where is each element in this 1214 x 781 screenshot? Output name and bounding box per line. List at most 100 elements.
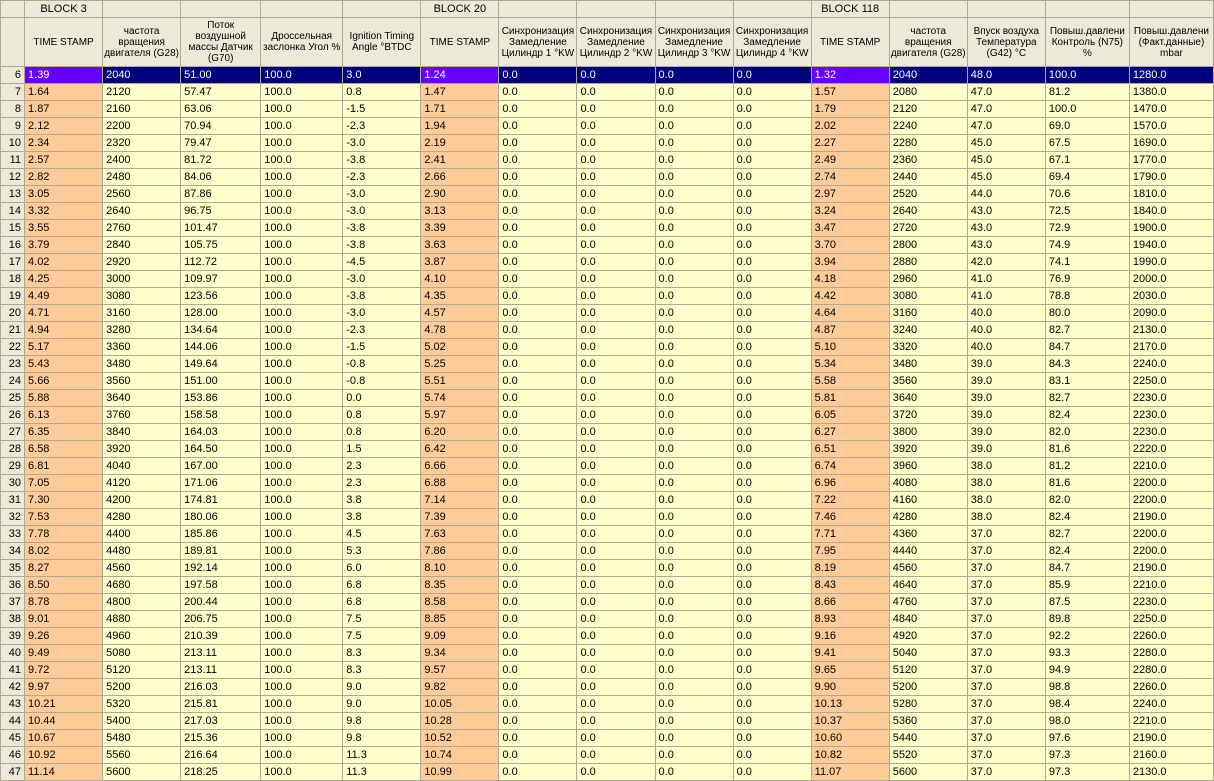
value-cell[interactable]: 3360 — [103, 339, 181, 356]
value-cell[interactable]: 0.0 — [733, 373, 811, 390]
value-cell[interactable]: 9.0 — [343, 696, 421, 713]
value-cell[interactable]: 4480 — [103, 543, 181, 560]
table-row[interactable]: 399.264960210.39100.07.59.090.00.00.00.0… — [1, 628, 1214, 645]
table-row[interactable]: 389.014880206.75100.07.58.850.00.00.00.0… — [1, 611, 1214, 628]
row-number[interactable]: 44 — [1, 713, 25, 730]
value-cell[interactable]: 3080 — [889, 288, 967, 305]
value-cell[interactable]: -2.3 — [343, 118, 421, 135]
row-number[interactable]: 22 — [1, 339, 25, 356]
row-number[interactable]: 31 — [1, 492, 25, 509]
value-cell[interactable]: 167.00 — [181, 458, 261, 475]
value-cell[interactable]: 213.11 — [181, 645, 261, 662]
value-cell[interactable]: 215.36 — [181, 730, 261, 747]
value-cell[interactable]: 0.0 — [733, 611, 811, 628]
timestamp-cell[interactable]: 4.02 — [25, 254, 103, 271]
value-cell[interactable]: 100.0 — [261, 458, 343, 475]
value-cell[interactable]: 2440 — [889, 169, 967, 186]
value-cell[interactable]: 2030.0 — [1129, 288, 1213, 305]
value-cell[interactable]: 2210.0 — [1129, 577, 1213, 594]
table-row[interactable]: 153.552760101.47100.0-3.83.390.00.00.00.… — [1, 220, 1214, 237]
value-cell[interactable]: 47.0 — [967, 101, 1045, 118]
value-cell[interactable]: 11.3 — [343, 764, 421, 781]
timestamp-cell[interactable]: 7.05 — [25, 475, 103, 492]
value-cell[interactable]: 0.0 — [655, 356, 733, 373]
value-cell[interactable]: 0.0 — [499, 764, 577, 781]
value-cell[interactable]: 2240.0 — [1129, 356, 1213, 373]
timestamp-cell[interactable]: 8.50 — [25, 577, 103, 594]
value-cell[interactable]: 105.75 — [181, 237, 261, 254]
value-cell[interactable]: 0.0 — [499, 169, 577, 186]
timestamp-cell[interactable]: 5.74 — [421, 390, 499, 407]
timestamp-cell[interactable]: 9.01 — [25, 611, 103, 628]
value-cell[interactable]: 100.0 — [261, 696, 343, 713]
value-cell[interactable]: 2230.0 — [1129, 390, 1213, 407]
value-cell[interactable]: 3080 — [103, 288, 181, 305]
value-cell[interactable]: 100.0 — [261, 713, 343, 730]
value-cell[interactable]: 0.0 — [577, 356, 655, 373]
value-cell[interactable]: 37.0 — [967, 730, 1045, 747]
value-cell[interactable]: 7.5 — [343, 628, 421, 645]
value-cell[interactable]: 4800 — [103, 594, 181, 611]
value-cell[interactable]: 0.0 — [733, 458, 811, 475]
value-cell[interactable]: 1940.0 — [1129, 237, 1213, 254]
value-cell[interactable]: 0.0 — [499, 560, 577, 577]
value-cell[interactable]: 0.0 — [733, 441, 811, 458]
timestamp-cell[interactable]: 2.27 — [811, 135, 889, 152]
value-cell[interactable]: 2400 — [103, 152, 181, 169]
timestamp-cell[interactable]: 10.99 — [421, 764, 499, 781]
value-cell[interactable]: 4080 — [889, 475, 967, 492]
value-cell[interactable]: 1570.0 — [1129, 118, 1213, 135]
timestamp-cell[interactable]: 8.93 — [811, 611, 889, 628]
value-cell[interactable]: 41.0 — [967, 288, 1045, 305]
value-cell[interactable]: 2840 — [103, 237, 181, 254]
value-cell[interactable]: 0.0 — [577, 628, 655, 645]
value-cell[interactable]: 85.9 — [1045, 577, 1129, 594]
value-cell[interactable]: 0.0 — [499, 322, 577, 339]
column-header[interactable]: Синхронизация Замедление Цилиндр 2 °KW — [577, 18, 655, 67]
column-header[interactable]: Повыш.давлени Контроль (N75) % — [1045, 18, 1129, 67]
value-cell[interactable]: 100.0 — [1045, 101, 1129, 118]
value-cell[interactable]: -4.5 — [343, 254, 421, 271]
table-row[interactable]: 235.433480149.64100.0-0.85.250.00.00.00.… — [1, 356, 1214, 373]
timestamp-cell[interactable]: 6.88 — [421, 475, 499, 492]
value-cell[interactable]: 189.81 — [181, 543, 261, 560]
timestamp-cell[interactable]: 3.70 — [811, 237, 889, 254]
value-cell[interactable]: 37.0 — [967, 543, 1045, 560]
column-header[interactable]: частота вращения двигателя (G28) — [103, 18, 181, 67]
timestamp-cell[interactable]: 9.97 — [25, 679, 103, 696]
value-cell[interactable]: 100.0 — [261, 611, 343, 628]
value-cell[interactable]: 0.0 — [655, 407, 733, 424]
table-row[interactable]: 4610.925560216.64100.011.310.740.00.00.0… — [1, 747, 1214, 764]
value-cell[interactable]: 5600 — [889, 764, 967, 781]
value-cell[interactable]: 0.0 — [577, 543, 655, 560]
value-cell[interactable]: 0.0 — [499, 67, 577, 84]
value-cell[interactable]: 81.72 — [181, 152, 261, 169]
value-cell[interactable]: 4560 — [103, 560, 181, 577]
value-cell[interactable]: 206.75 — [181, 611, 261, 628]
row-number[interactable]: 21 — [1, 322, 25, 339]
value-cell[interactable]: 39.0 — [967, 390, 1045, 407]
table-row[interactable]: 174.022920112.72100.0-4.53.870.00.00.00.… — [1, 254, 1214, 271]
value-cell[interactable]: 4200 — [103, 492, 181, 509]
value-cell[interactable]: 158.58 — [181, 407, 261, 424]
timestamp-cell[interactable]: 2.02 — [811, 118, 889, 135]
value-cell[interactable]: 0.0 — [733, 152, 811, 169]
row-number[interactable]: 45 — [1, 730, 25, 747]
timestamp-cell[interactable]: 8.43 — [811, 577, 889, 594]
row-number[interactable]: 16 — [1, 237, 25, 254]
value-cell[interactable]: 5200 — [889, 679, 967, 696]
timestamp-cell[interactable]: 8.78 — [25, 594, 103, 611]
value-cell[interactable]: 2200.0 — [1129, 526, 1213, 543]
timestamp-cell[interactable]: 10.52 — [421, 730, 499, 747]
value-cell[interactable]: 47.0 — [967, 118, 1045, 135]
value-cell[interactable]: 2160 — [103, 101, 181, 118]
value-cell[interactable]: 2000.0 — [1129, 271, 1213, 288]
timestamp-cell[interactable]: 10.60 — [811, 730, 889, 747]
timestamp-cell[interactable]: 8.19 — [811, 560, 889, 577]
row-number[interactable]: 17 — [1, 254, 25, 271]
value-cell[interactable]: 0.0 — [577, 696, 655, 713]
value-cell[interactable]: 0.0 — [577, 254, 655, 271]
value-cell[interactable]: 63.06 — [181, 101, 261, 118]
row-number[interactable]: 7 — [1, 84, 25, 101]
value-cell[interactable]: 5200 — [103, 679, 181, 696]
